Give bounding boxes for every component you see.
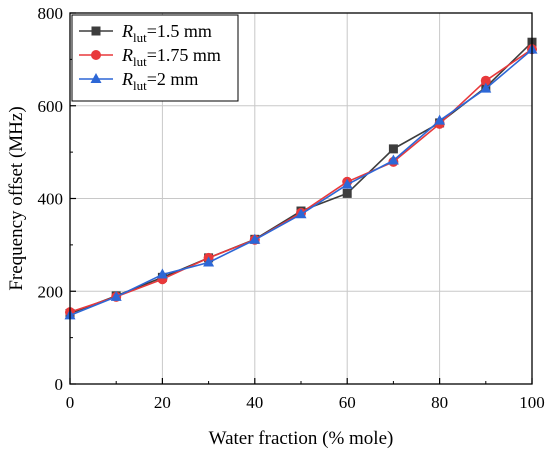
legend-label: Rlut=1.5 mm bbox=[121, 21, 212, 45]
legend-value: =1.75 mm bbox=[147, 45, 221, 65]
legend-subscript: lut bbox=[133, 78, 147, 93]
series-3-point bbox=[434, 114, 446, 125]
legend-entry-2: Rlut=1.75 mm bbox=[79, 45, 221, 69]
legend-value: =1.5 mm bbox=[147, 21, 212, 41]
y-tick-label: 800 bbox=[38, 4, 64, 23]
legend-subscript: lut bbox=[133, 54, 147, 69]
legend-marker bbox=[90, 73, 102, 83]
series-3-point bbox=[156, 268, 168, 279]
series-3-point bbox=[387, 154, 399, 165]
legend-entry-1: Rlut=1.5 mm bbox=[79, 21, 212, 45]
x-tick-label: 60 bbox=[339, 393, 356, 412]
series-1-point bbox=[342, 188, 352, 198]
series-3-point bbox=[295, 208, 307, 219]
y-tick-label: 400 bbox=[38, 190, 64, 209]
legend-label: Rlut=2 mm bbox=[121, 69, 198, 93]
x-tick-label: 100 bbox=[519, 393, 545, 412]
x-tick-label: 0 bbox=[66, 393, 75, 412]
x-tick-label: 20 bbox=[154, 393, 171, 412]
y-axis-title: Frequency offset (MHz) bbox=[6, 106, 27, 290]
legend-symbol: R bbox=[121, 69, 133, 89]
plot-series bbox=[64, 37, 538, 320]
legend-marker bbox=[91, 50, 101, 60]
legend-entry-3: Rlut=2 mm bbox=[79, 69, 198, 93]
x-tick-label: 40 bbox=[246, 393, 263, 412]
series-2-point bbox=[480, 75, 491, 86]
series-1-point bbox=[388, 144, 398, 154]
series-3-point bbox=[110, 290, 122, 301]
series-3-point bbox=[249, 233, 261, 244]
series-3 bbox=[64, 43, 538, 320]
y-tick-label: 200 bbox=[38, 282, 64, 301]
legend-subscript: lut bbox=[133, 30, 147, 45]
y-tick-label: 0 bbox=[55, 375, 64, 394]
y-tick-label: 600 bbox=[38, 97, 64, 116]
legend-symbol: R bbox=[121, 21, 133, 41]
x-tick-label: 80 bbox=[431, 393, 448, 412]
legend-value: =2 mm bbox=[147, 69, 199, 89]
legend-label: Rlut=1.75 mm bbox=[121, 45, 221, 69]
series-3-point bbox=[341, 178, 353, 189]
series-3-point bbox=[480, 82, 492, 93]
legend-marker bbox=[91, 26, 101, 36]
axis-ticks: 0 20 40 60 80 100 0 200 400 600 800 bbox=[38, 4, 545, 412]
x-axis-title: Water fraction (% mole) bbox=[209, 428, 394, 449]
legend-symbol: R bbox=[121, 45, 133, 65]
series-3-point bbox=[203, 256, 215, 267]
